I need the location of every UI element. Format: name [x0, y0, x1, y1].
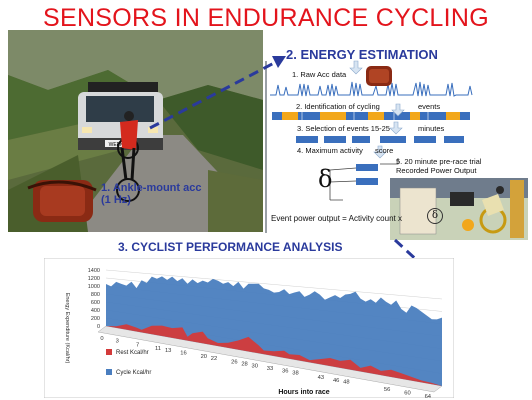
page-title: SENSORS IN ENDURANCE CYCLING [43, 4, 489, 32]
x-tick-label: 0 [100, 336, 103, 342]
x-tick-label: 48 [343, 380, 349, 386]
x-tick-label: 33 [267, 366, 273, 372]
x-tick-label: 43 [318, 375, 324, 381]
panel-divider [265, 61, 267, 233]
x-tick-label: 38 [292, 371, 298, 377]
step-identification: 2. Identification of cycling [296, 102, 380, 111]
step-selection-tail: minutes [418, 124, 445, 133]
road-scene-illustration: WEEK EV [8, 30, 263, 232]
x-axis-label: Hours into race [278, 389, 329, 396]
x-tick-label: 16 [180, 351, 186, 357]
ankle-sensor-device [27, 180, 97, 222]
step-selection: 3. Selection of events 15-25 [297, 124, 390, 133]
energy-expenditure-chart: 1400 1200 1000 800 600 400 200 00 3 7 11 13 16 20 22 26… [44, 258, 454, 398]
step-raw-acc: 1. Raw Acc data [292, 70, 347, 79]
step-max-activity: 4. Maximum activity [297, 146, 363, 155]
acc-sensor-icon [366, 66, 392, 86]
y-axis-label: Energy Expenditure (Kcal/hr) [64, 293, 70, 364]
cyclist [116, 111, 140, 202]
y-tick-label: 1000 [88, 284, 100, 290]
formula-delta-circle: δ [427, 208, 443, 224]
legend-label: Cycle Kcal/hr [116, 370, 151, 376]
gridline [105, 269, 443, 300]
step-max-activity-tail: score [375, 146, 394, 155]
x-tick-label: 46 [333, 378, 339, 384]
max-activity-box [356, 178, 378, 185]
formula-text: Event power output = Activity count x [271, 214, 402, 223]
x-tick-label: 60 [404, 391, 410, 397]
x-tick-label: 30 [252, 363, 258, 369]
delta-symbol: δ [318, 165, 333, 193]
selection-segment [444, 136, 464, 143]
x-tick-label: 20 [201, 354, 207, 360]
y-tick-label: 1200 [88, 276, 100, 282]
analysis-title: 3. CYCLIST PERFORMANCE ANALYSIS [118, 240, 343, 254]
selection-segment [324, 136, 346, 143]
y-tick-label: 800 [91, 292, 100, 298]
series-area-rest-kcal-hr [106, 324, 442, 386]
step-identification-tail: events [418, 102, 441, 111]
y-tick-label: 400 [91, 308, 100, 314]
legend-swatch [106, 369, 112, 375]
x-tick-label: 7 [136, 342, 139, 348]
x-tick-label: 56 [384, 387, 390, 393]
step-trial-line1: 5. 20 minute pre-race trial [396, 157, 482, 166]
plate-text: WEEK EV [109, 142, 132, 148]
x-tick-label: 3 [116, 339, 119, 345]
legend-label: Rest Kcal/hr [116, 350, 149, 356]
y-tick-label: 600 [91, 300, 100, 306]
selection-segment [352, 136, 370, 143]
cycling-photo: WEEK EV [8, 30, 263, 232]
x-tick-label: 36 [282, 369, 288, 375]
x-tick-label: 13 [165, 348, 171, 354]
x-tick-label: 28 [241, 361, 247, 367]
energy-title: 2. ENERGY ESTIMATION [286, 47, 438, 62]
y-tick-label: 1400 [88, 268, 100, 274]
step-trial-line2: Recorded Power Output [396, 166, 477, 175]
callout-ankle-mount: 1. Ankle-mount acc (1 Hz) [101, 182, 202, 206]
selection-segment [380, 136, 406, 143]
x-tick-label: 64 [425, 394, 432, 398]
x-tick-label: 11 [155, 346, 161, 352]
selection-segment [296, 136, 318, 143]
y-tick-label: 200 [91, 316, 100, 322]
y-tick-label: 0 [97, 324, 100, 330]
x-tick-label: 26 [231, 360, 237, 366]
raw-acc-signal [270, 81, 473, 97]
x-tick-label: 22 [211, 356, 217, 362]
max-activity-box [356, 164, 378, 171]
selection-segment [414, 136, 436, 143]
series-area-cycle-kcal-hr [106, 276, 442, 386]
legend-swatch [106, 349, 112, 355]
